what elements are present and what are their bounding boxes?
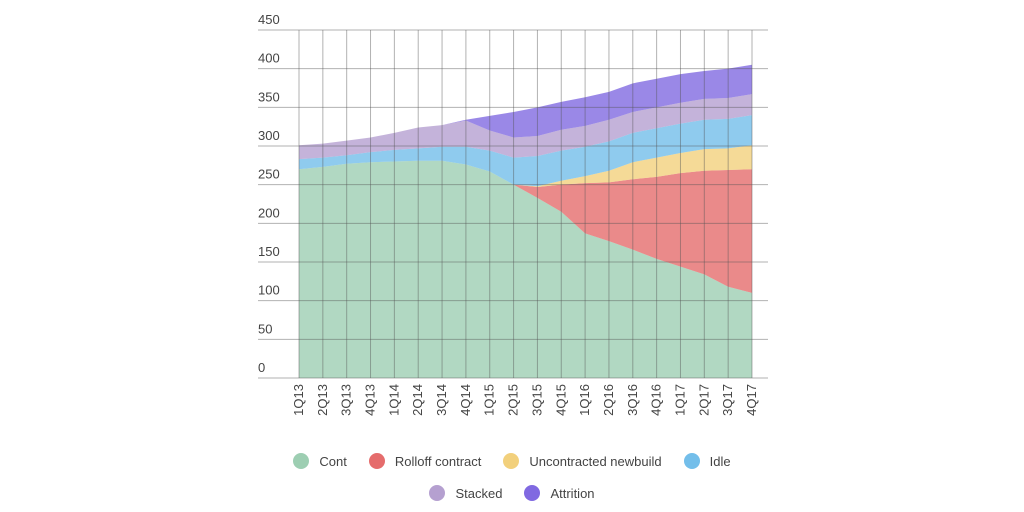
y-tick-label: 100 — [258, 283, 280, 298]
legend-row-1: Cont Rolloff contract Uncontracted newbuil… — [0, 453, 1024, 469]
legend-label: Cont — [319, 453, 347, 469]
legend-item[interactable]: Attrition — [524, 485, 595, 501]
x-tick-label: 1Q17 — [672, 384, 687, 416]
legend-label: Attrition — [550, 485, 595, 501]
x-tick-label: 3Q15 — [529, 384, 544, 416]
x-tick-label: 1Q16 — [577, 384, 592, 416]
legend-swatch-icon — [503, 453, 520, 469]
x-tick-label: 2Q13 — [315, 384, 330, 416]
stacked-area-chart: 0 50 100 150 200 250 300 350 400 450 1Q13 2Q13 3Q13… — [258, 12, 768, 416]
x-tick-label: 1Q14 — [386, 384, 401, 416]
y-tick-label: 0 — [258, 360, 265, 375]
x-tick-label: 3Q17 — [720, 384, 735, 416]
legend-label: Uncontracted newbuild — [529, 453, 662, 469]
legend-item[interactable]: Cont — [293, 453, 347, 469]
x-tick-label: 4Q16 — [649, 384, 664, 416]
x-tick-label: 1Q15 — [482, 384, 497, 416]
legend-swatch-icon — [524, 485, 541, 501]
y-tick-label: 350 — [258, 89, 280, 104]
x-tick-label: 4Q14 — [458, 384, 473, 416]
y-tick-label: 50 — [258, 321, 272, 336]
y-axis-ticks: 0 50 100 150 200 250 300 350 400 450 — [258, 12, 280, 375]
x-tick-label: 2Q16 — [601, 384, 616, 416]
y-tick-label: 250 — [258, 167, 280, 182]
area-idle — [299, 115, 752, 187]
area-attrition — [299, 64, 752, 146]
area-stacked — [299, 94, 752, 160]
areas — [299, 64, 752, 378]
y-tick-label: 200 — [258, 205, 280, 220]
legend-swatch-icon — [683, 453, 700, 469]
legend-swatch-icon — [368, 453, 385, 469]
gridlines — [258, 29, 768, 379]
legend-label: Rolloff contract — [394, 453, 482, 469]
legend-row-2: Stacked Attrition — [0, 485, 1024, 501]
y-tick-label: 400 — [258, 51, 280, 66]
x-tick-label: 4Q13 — [363, 384, 378, 416]
legend-label: Idle — [709, 453, 731, 469]
legend-swatch-icon — [429, 485, 446, 501]
x-tick-label: 3Q13 — [339, 384, 354, 416]
area-uncontracted-newbuild — [299, 145, 752, 187]
x-tick-label: 2Q17 — [696, 384, 711, 416]
area-rolloff-contract — [299, 160, 752, 293]
x-tick-label: 1Q13 — [291, 384, 306, 416]
legend-item[interactable]: Idle — [683, 453, 731, 469]
x-tick-label: 2Q15 — [506, 384, 521, 416]
x-tick-label: 2Q14 — [410, 384, 425, 416]
x-tick-label: 4Q15 — [553, 384, 568, 416]
y-tick-label: 150 — [258, 244, 280, 259]
legend-swatch-icon — [293, 453, 310, 469]
legend-item[interactable]: Stacked — [429, 485, 502, 501]
x-tick-label: 3Q16 — [625, 384, 640, 416]
x-tick-label: 4Q17 — [744, 384, 759, 416]
y-tick-label: 300 — [258, 128, 280, 143]
x-axis-ticks: 1Q13 2Q13 3Q13 4Q13 1Q14 2Q14 3Q14 4Q14 1Q15 2Q15… — [291, 384, 759, 416]
x-tick-label: 3Q14 — [434, 384, 449, 416]
legend-item[interactable]: Rolloff contract — [368, 453, 482, 469]
area-cont — [299, 160, 752, 378]
y-tick-label: 450 — [258, 12, 280, 27]
legend-label: Stacked — [455, 485, 503, 501]
legend-item[interactable]: Uncontracted newbuild — [503, 453, 662, 469]
